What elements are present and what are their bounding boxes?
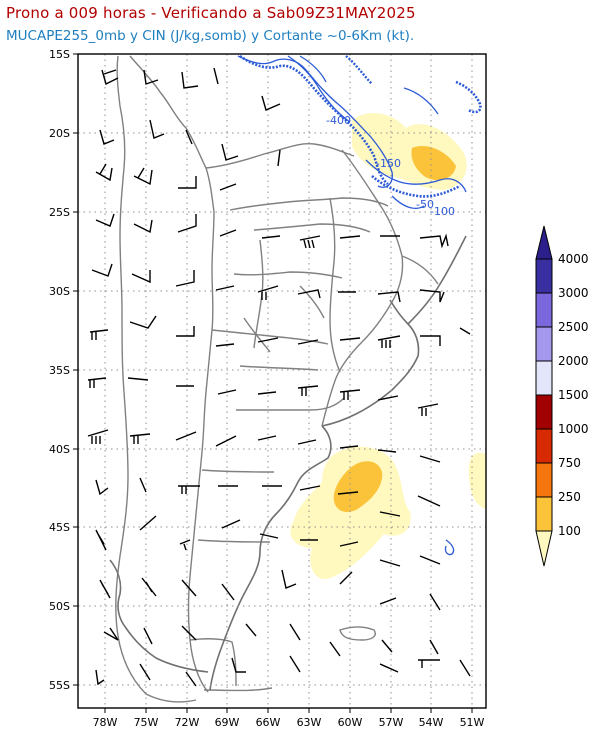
lon-tick-label: 69W (215, 716, 240, 729)
lon-tick-label: 54W (419, 716, 444, 729)
cape-patch-north-core (411, 146, 456, 181)
colorbar-bottom-arrow (535, 530, 553, 567)
colorbar-bin (535, 394, 553, 430)
lat-tick-label: 55S (49, 679, 70, 692)
lat-tick-label: 25S (49, 206, 70, 219)
lat-tick-label: 50S (49, 600, 70, 613)
lon-tick-label: 63W (297, 716, 322, 729)
lon-tick-label: 75W (134, 716, 159, 729)
contour-label: -100 (430, 205, 455, 218)
graticule (78, 54, 486, 708)
lat-tick-label: 15S (49, 48, 70, 61)
lon-tick-label: 51W (460, 716, 485, 729)
colorbar-label: 2000 (558, 354, 589, 368)
cape-patch-south-small (376, 496, 403, 525)
wind-barbs (87, 67, 471, 687)
coastline (109, 235, 467, 691)
cape-shading (290, 113, 486, 580)
country-borders (115, 55, 439, 703)
contour-label: -50 (416, 198, 434, 211)
colorbar-label: 250 (558, 490, 581, 504)
cape-patch-south-core (333, 461, 383, 513)
colorbar-label: 1500 (558, 388, 589, 402)
colorbar-bin (535, 428, 553, 464)
cape-patch-south-east (468, 452, 486, 509)
lon-tick-label: 66W (256, 716, 281, 729)
colorbar-label: 2500 (558, 320, 589, 334)
colorbar-bin (535, 496, 553, 532)
colorbar-label: 3000 (558, 286, 589, 300)
colorbar-bin (535, 462, 553, 498)
lon-tick-label: 57W (379, 716, 404, 729)
colorbar-top-arrow (535, 225, 553, 260)
lat-tick-label: 35S (49, 364, 70, 377)
cin-contours (237, 54, 482, 556)
lon-tick-label: 78W (93, 716, 118, 729)
colorbar (535, 225, 553, 567)
colorbar-bin (535, 326, 553, 362)
lat-tick-label: 40S (49, 443, 70, 456)
lon-tick-label: 72W (175, 716, 200, 729)
lat-tick-label: 30S (49, 285, 70, 298)
contour-label: -150 (376, 157, 401, 170)
lat-axis (73, 53, 78, 686)
contour-label: -400 (326, 114, 351, 127)
lon-tick-label: 60W (338, 716, 363, 729)
colorbar-bin (535, 292, 553, 328)
colorbar-label: 1000 (558, 422, 589, 436)
plot-frame (77, 53, 487, 709)
colorbar-label: 100 (558, 524, 581, 538)
colorbar-label: 4000 (558, 252, 589, 266)
chart-subtitle: MUCAPE255_0mb y CIN (J/kg,somb) y Cortan… (6, 28, 415, 44)
chart-title: Prono a 009 horas - Verificando a Sab09Z… (6, 4, 416, 22)
colorbar-bin (535, 360, 553, 396)
lat-tick-label: 20S (49, 127, 70, 140)
colorbar-bin (535, 258, 553, 294)
colorbar-label: 750 (558, 456, 581, 470)
lat-tick-label: 45S (49, 521, 70, 534)
lon-axis (104, 708, 473, 713)
